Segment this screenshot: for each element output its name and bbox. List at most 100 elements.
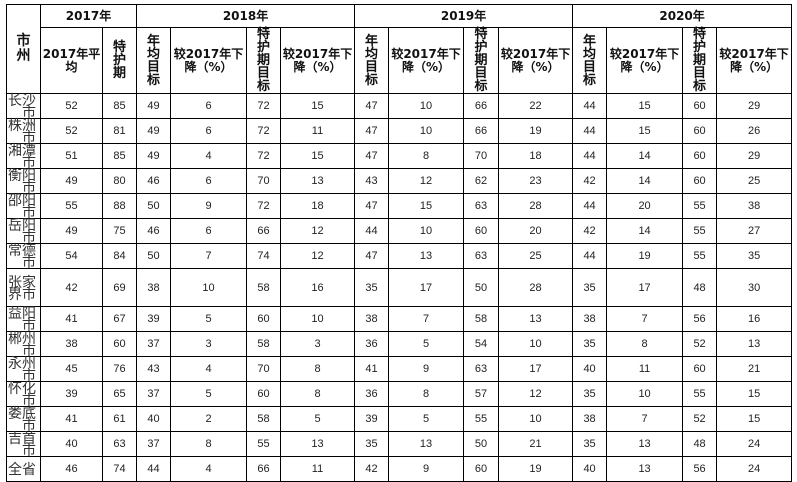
table-row: 娄底市 41 61 40 2 58 5 39 5 55 10 38 7 52 15	[6, 406, 793, 432]
value-cell: 48	[682, 268, 718, 307]
value-cell: 25	[498, 243, 574, 269]
value-cell: 38	[136, 268, 171, 307]
value-cell: 52	[40, 118, 103, 144]
value-cell: 44	[572, 243, 608, 269]
value-cell: 19	[498, 118, 574, 144]
value-cell: 35	[572, 381, 608, 407]
value-cell: 7	[606, 406, 684, 432]
value-cell: 8	[279, 381, 356, 407]
value-cell: 50	[136, 193, 171, 219]
value-cell: 8	[170, 431, 247, 457]
value-cell: 60	[682, 356, 718, 382]
col-2017-average: 2017年平均	[40, 27, 103, 94]
value-cell: 10	[498, 406, 574, 432]
value-cell: 7	[606, 306, 684, 332]
value-cell: 58	[246, 268, 281, 307]
value-cell: 40	[40, 431, 103, 457]
table-row: 长沙市 52 85 49 6 72 15 47 10 66 22 44 15 60 29	[6, 93, 793, 119]
value-cell: 10	[388, 93, 465, 119]
table-row: 常德市 54 84 50 7 74 12 47 13 63 25 44 19 55 35	[6, 243, 793, 269]
value-cell: 55	[682, 218, 718, 244]
value-cell: 49	[40, 168, 103, 194]
city-name: 株洲市	[6, 118, 41, 144]
value-cell: 24	[716, 431, 793, 457]
value-cell: 11	[606, 356, 684, 382]
value-cell: 15	[606, 118, 684, 144]
value-cell: 55	[463, 406, 500, 432]
value-cell: 72	[246, 193, 281, 219]
value-cell: 72	[246, 118, 281, 144]
value-cell: 3	[170, 331, 247, 357]
value-cell: 60	[246, 381, 281, 407]
value-cell: 63	[463, 193, 500, 219]
table-row: 邵阳市 55 88 50 9 72 18 47 15 63 28 44 20 55 38	[6, 193, 793, 219]
value-cell: 41	[354, 356, 390, 382]
value-cell: 44	[572, 118, 608, 144]
air-quality-target-table: 市州 2017年 2018年 2019年 2020年 2017年平均 特护期 年…	[6, 4, 793, 482]
value-cell: 70	[246, 168, 281, 194]
city-name: 娄底市	[6, 406, 41, 432]
value-cell: 38	[40, 331, 103, 357]
value-cell: 44	[572, 93, 608, 119]
value-cell: 40	[136, 406, 171, 432]
city-name: 张家界市	[6, 268, 41, 307]
value-cell: 60	[682, 168, 718, 194]
value-cell: 16	[279, 268, 356, 307]
value-cell: 67	[102, 306, 137, 332]
value-cell: 66	[463, 118, 500, 144]
value-cell: 9	[170, 193, 247, 219]
value-cell: 28	[498, 193, 574, 219]
value-cell: 55	[682, 381, 718, 407]
value-cell: 39	[354, 406, 390, 432]
value-cell: 13	[279, 431, 356, 457]
value-cell: 13	[498, 306, 574, 332]
table-row: 郴州市 38 60 37 3 58 3 36 5 54 10 35 8 52 13	[6, 331, 793, 357]
value-cell: 69	[102, 268, 137, 307]
value-cell: 74	[246, 243, 281, 269]
col-2018-annual-decrease: 较2017年下降（%）	[170, 27, 247, 94]
value-cell: 38	[572, 406, 608, 432]
value-cell: 14	[606, 143, 684, 169]
city-name: 衡阳市	[6, 168, 41, 194]
value-cell: 6	[170, 218, 247, 244]
value-cell: 37	[136, 431, 171, 457]
value-cell: 70	[246, 356, 281, 382]
city-name: 郴州市	[6, 331, 41, 357]
value-cell: 58	[246, 331, 281, 357]
value-cell: 42	[572, 168, 608, 194]
value-cell: 5	[170, 306, 247, 332]
value-cell: 39	[40, 381, 103, 407]
value-cell: 11	[279, 118, 356, 144]
table-row: 衡阳市 49 80 46 6 70 13 43 12 62 23 42 14 60 25	[6, 168, 793, 194]
value-cell: 42	[40, 268, 103, 307]
value-cell: 54	[463, 331, 500, 357]
value-cell: 7	[388, 306, 465, 332]
value-cell: 20	[606, 193, 684, 219]
value-cell: 41	[40, 306, 103, 332]
value-cell: 47	[354, 143, 390, 169]
value-cell: 10	[388, 118, 465, 144]
value-cell: 35	[716, 243, 793, 269]
value-cell: 48	[682, 431, 718, 457]
value-cell: 13	[606, 431, 684, 457]
value-cell: 19	[606, 243, 684, 269]
value-cell: 8	[388, 381, 465, 407]
value-cell: 13	[388, 243, 465, 269]
value-cell: 85	[102, 143, 137, 169]
value-cell: 6	[170, 93, 247, 119]
value-cell: 4	[170, 143, 247, 169]
value-cell: 52	[40, 93, 103, 119]
col-2020-annual-decrease: 较2017年下降（%）	[606, 27, 684, 94]
value-cell: 35	[354, 431, 390, 457]
value-cell: 55	[40, 193, 103, 219]
value-cell: 10	[498, 331, 574, 357]
value-cell: 13	[716, 331, 793, 357]
value-cell: 49	[136, 93, 171, 119]
value-cell: 15	[279, 143, 356, 169]
value-cell: 25	[716, 168, 793, 194]
col-2017-special-period: 特护期	[102, 27, 137, 94]
value-cell: 60	[246, 306, 281, 332]
value-cell: 17	[606, 268, 684, 307]
value-cell: 3	[279, 331, 356, 357]
header-row-columns: 2017年平均 特护期 年均目标 较2017年下降（%） 特护期目标 较2017年下降…	[7, 27, 793, 94]
